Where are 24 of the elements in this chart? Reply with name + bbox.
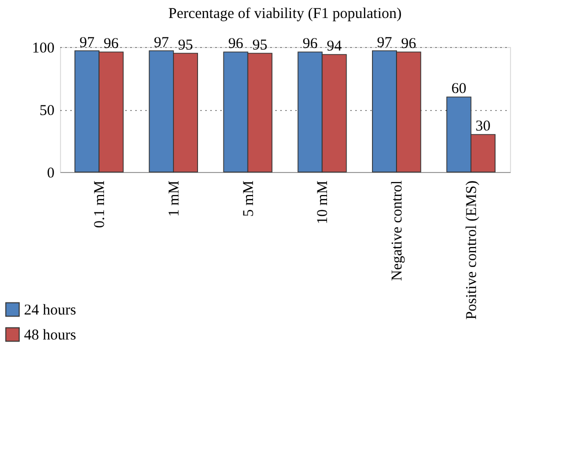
- x-tick-label: 0.1 mM: [92, 180, 108, 228]
- data-label: 97: [376, 34, 392, 51]
- data-label: 30: [476, 118, 491, 134]
- x-tick-label: 5 mM: [240, 180, 257, 217]
- legend-label: 48 hours: [24, 328, 76, 344]
- data-label: 60: [451, 81, 466, 97]
- data-label: 97: [79, 34, 95, 51]
- data-label: 95: [178, 37, 194, 54]
- data-label: 96: [104, 36, 120, 52]
- data-label: 95: [252, 37, 268, 54]
- x-tick-label: Positive control (EMS): [464, 180, 480, 320]
- data-label: 96: [228, 36, 244, 52]
- x-tick-label: 1 mM: [166, 180, 182, 217]
- chart-title: Percentage of viability (F1 population): [168, 6, 402, 22]
- y-tick-label: 50: [40, 103, 54, 119]
- x-tick-label: Negative control: [390, 180, 406, 281]
- y-tick-label: 100: [32, 40, 54, 56]
- x-tick-label: 10 mM: [315, 180, 332, 224]
- data-label: 96: [401, 36, 417, 52]
- y-tick-label: 0: [47, 166, 54, 182]
- data-label: 97: [154, 34, 170, 51]
- data-label: 94: [326, 38, 342, 54]
- legend-label: 24 hours: [24, 302, 76, 318]
- data-label: 96: [302, 36, 318, 52]
